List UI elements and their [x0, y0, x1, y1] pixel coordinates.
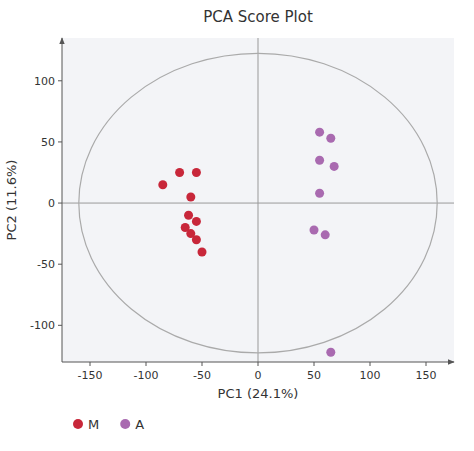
x-tick-label: 100: [360, 369, 381, 382]
y-tick: [58, 80, 62, 81]
point: [315, 156, 324, 165]
point: [330, 162, 339, 171]
point: [315, 189, 324, 198]
point: [321, 230, 330, 239]
title: PCA Score Plot: [203, 8, 313, 26]
x-axis: [62, 362, 454, 363]
point: [184, 211, 193, 220]
y-tick: [58, 141, 62, 142]
x-tick-label: -150: [78, 369, 103, 382]
y-tick-label: -50: [37, 258, 55, 271]
point: [186, 192, 195, 201]
x-tick: [146, 362, 147, 366]
y-tick-label: 100: [34, 75, 55, 88]
chart: -150 -100 -50 0 50 100 150 -100 -50 0 50 100 PCA Sco…: [0, 0, 474, 451]
y-tick: [58, 264, 62, 265]
point: [158, 180, 167, 189]
legend-swatch: [73, 419, 83, 429]
x-tick-label: 150: [416, 369, 437, 382]
x-axis-label: PC1 (24.1%): [218, 386, 299, 401]
x-tick: [90, 362, 91, 366]
crosshair-v: [258, 38, 259, 362]
point: [326, 348, 335, 357]
x-tick-label: 50: [307, 369, 321, 382]
y-axis: [62, 38, 63, 362]
x-tick: [426, 362, 427, 366]
y-axis-label: PC2 (11.6%): [4, 160, 19, 241]
legend-swatch: [120, 419, 130, 429]
legend-label: M: [88, 417, 99, 432]
point: [192, 235, 201, 244]
confidence-ellipse: [79, 53, 437, 353]
y-tick: [58, 203, 62, 204]
y-tick-label: 0: [48, 197, 55, 210]
x-tick: [258, 362, 259, 366]
x-tick-label: -100: [134, 369, 159, 382]
y-tick-label: -100: [30, 319, 55, 332]
legend-label: A: [135, 417, 144, 432]
point: [326, 134, 335, 143]
x-tick: [314, 362, 315, 366]
x-tick: [202, 362, 203, 366]
plot-background: [62, 38, 454, 362]
point: [310, 225, 319, 234]
legend: MA: [73, 417, 144, 432]
y-tick: [58, 325, 62, 326]
plot-area: [62, 38, 454, 362]
point: [175, 168, 184, 177]
point: [192, 217, 201, 226]
point: [198, 247, 207, 256]
x-tick-label: -50: [193, 369, 211, 382]
x-tick: [370, 362, 371, 366]
y-tick-label: 50: [41, 136, 55, 149]
point: [192, 168, 201, 177]
point: [315, 128, 324, 137]
x-tick-label: 0: [255, 369, 262, 382]
